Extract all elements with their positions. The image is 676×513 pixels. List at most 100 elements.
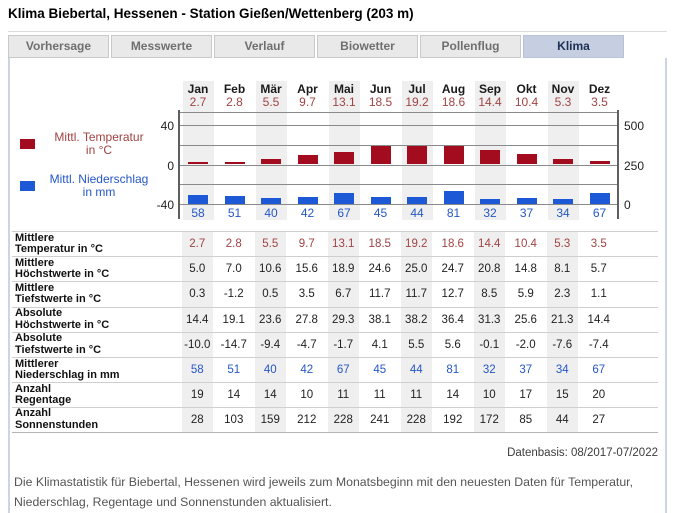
gridline: [180, 125, 617, 126]
row-label-line: Höchstwerte in °C: [15, 268, 110, 281]
value-cell: 19.2: [398, 232, 435, 257]
temp-bar: [516, 154, 537, 165]
value-text: 18.6: [441, 238, 464, 251]
precip-bar: [480, 198, 500, 204]
value-cell: 32: [471, 357, 508, 383]
tab-vorhersage[interactable]: Vorhersage: [8, 35, 109, 58]
value-text: 2.8: [225, 238, 242, 251]
precip-bar: [516, 198, 537, 204]
value-cell: 0.5: [252, 282, 289, 307]
value-text: 45: [373, 364, 387, 377]
value-cell: -1.7: [325, 332, 362, 357]
value-text: 29.3: [327, 307, 359, 332]
value-text: -4.7: [296, 338, 317, 351]
value-text: 5.7: [590, 263, 607, 276]
value-text: -7.4: [588, 338, 609, 351]
row-label-line: Anzahl: [15, 382, 52, 395]
value-cell: 14: [435, 383, 472, 407]
value-cell: 14.4: [471, 232, 508, 257]
row-label-line: Tiefstwerte in °C: [15, 293, 102, 306]
value-cell: 21.3: [544, 307, 581, 332]
value-cell: 25.6: [508, 308, 545, 332]
value-cell: 9.7: [289, 232, 326, 256]
value-cell: 36.4: [435, 308, 472, 332]
value-text: 12.7: [441, 288, 464, 301]
row-label-line: Mittlere: [15, 231, 55, 244]
tab-verlauf[interactable]: Verlauf: [214, 35, 315, 58]
value-text: 34: [546, 357, 578, 383]
value-cell: 38.1: [362, 308, 399, 332]
row-label: Absolute Höchstwerte in °C: [12, 308, 179, 331]
value-text: 15: [546, 383, 578, 408]
precip-bar: [297, 197, 318, 204]
value-cell: 15: [544, 383, 581, 408]
value-text: 212: [297, 413, 317, 426]
value-text: 10.6: [254, 257, 286, 282]
value-cell: 25.0: [398, 257, 435, 282]
value-cell: 103: [216, 408, 253, 431]
right-axis-tick: 500: [624, 119, 645, 133]
month-label: Aug: [441, 82, 466, 96]
temp-bar: [370, 146, 391, 165]
value-text: -1.7: [327, 332, 359, 357]
value-text: -10.0: [181, 332, 213, 357]
month-temp-value: 10.4: [514, 95, 539, 109]
tab-pollenflug[interactable]: Pollenflug: [420, 35, 521, 58]
value-cell: 11.7: [362, 282, 399, 306]
month-temp-value: 14.4: [478, 95, 502, 109]
value-text: 228: [327, 408, 359, 432]
value-cell: 5.5: [252, 232, 289, 257]
value-cell: 7.0: [216, 257, 253, 281]
value-text: 3.5: [590, 238, 607, 251]
value-text: 2.3: [546, 282, 578, 307]
month-temp-value: 9.7: [299, 95, 316, 109]
value-text: 14: [446, 389, 460, 402]
precip-bar: [553, 198, 573, 204]
temp-bar: [589, 161, 610, 165]
value-text: -2.0: [515, 338, 536, 351]
precip-value: 40: [264, 206, 278, 220]
value-text: 8.1: [546, 257, 578, 282]
value-text: 10: [300, 389, 314, 402]
table-row: Absolute Tiefstwerte in °C -10.0 -14.7 -9.4-…: [12, 331, 658, 357]
value-text: 25.6: [514, 313, 537, 326]
value-text: 14.4: [181, 307, 213, 332]
value-text: 27: [592, 413, 606, 426]
temp-bar: [188, 161, 208, 165]
tab-klima[interactable]: Klima: [523, 35, 624, 58]
value-text: 18.5: [368, 238, 391, 251]
value-cell: 40: [252, 357, 289, 383]
value-cell: 19: [179, 383, 216, 408]
table-row: Anzahl Sonnenstunden 28 103 159 212 228 241 228 1…: [12, 407, 658, 433]
value-cell: 18.6: [435, 232, 472, 256]
precip-value: 42: [300, 206, 315, 220]
tab-messwerte[interactable]: Messwerte: [111, 35, 212, 58]
value-text: 44: [400, 357, 432, 383]
value-text: 0.5: [254, 282, 286, 307]
value-cell: 27: [581, 408, 618, 431]
month-label: Dez: [588, 82, 611, 96]
data-basis-note: Datenbasis: 08/2017-07/2022: [507, 447, 658, 459]
value-text: 58: [181, 357, 213, 383]
value-cell: 228: [325, 408, 362, 432]
value-cell: 18.5: [362, 232, 399, 256]
value-text: 172: [473, 408, 505, 432]
value-text: 44: [546, 408, 578, 432]
tab-biowetter[interactable]: Biowetter: [317, 35, 418, 58]
value-cell: 5.9: [508, 282, 545, 306]
table-row: Anzahl Regentage 19 14 14 10 11 11 11 14 10 17 15 20: [12, 382, 658, 408]
month-label: Jan: [187, 82, 209, 96]
left-axis-tick: -40: [156, 198, 174, 212]
precip-value: 51: [227, 206, 242, 220]
value-text: 19.1: [222, 313, 245, 326]
value-cell: 24.7: [435, 257, 472, 281]
row-label-line: Höchstwerte in °C: [15, 318, 110, 331]
table-row: Mittlere Tiefstwerte in °C 0.3 -1.2 0.5 3.5 6.…: [12, 281, 658, 307]
value-text: 1.1: [590, 288, 607, 301]
legend-label: Mittl. Temperatur in °C: [40, 131, 158, 157]
value-cell: -7.6: [544, 332, 581, 357]
value-cell: -0.1: [471, 332, 508, 357]
value-cell: 15.6: [289, 257, 326, 281]
value-text: 14: [227, 389, 241, 402]
value-text: 7.0: [225, 263, 242, 276]
